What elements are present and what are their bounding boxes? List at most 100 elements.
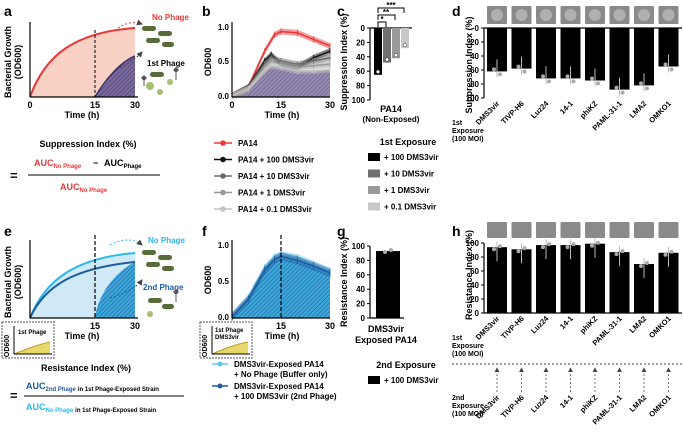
- data-point: [376, 69, 381, 74]
- data-point: [498, 72, 502, 77]
- category-label: LMA2: [628, 99, 649, 120]
- y-tick-label: 100: [352, 242, 366, 251]
- inset-ylabel: OD600: [202, 335, 209, 357]
- category-label: 14-1: [558, 99, 575, 116]
- data-point: [565, 74, 570, 79]
- exposure-word: Exposure: [452, 128, 484, 135]
- second-phage-area: [95, 262, 135, 318]
- y-tick-1: 1.0: [218, 241, 230, 250]
- plaque-spot: [662, 9, 675, 21]
- x-tick-30: 30: [325, 321, 335, 331]
- panel-a-xlabel: Time (h): [65, 110, 100, 120]
- bar: [383, 28, 391, 63]
- data-point: [492, 247, 496, 252]
- data-point: [614, 252, 619, 257]
- legend-f: DMS3vir-Exposed PA14+ No Phage (Buffer o…: [212, 360, 337, 401]
- inset-label-2: DMS3vir: [215, 335, 240, 341]
- y-tick-label: 40: [356, 285, 365, 294]
- y-tick-label: 0: [475, 309, 480, 318]
- plaque-spot: [564, 9, 577, 21]
- significance-brackets: * ** ***: [377, 1, 405, 27]
- legend-c-swatch: [368, 186, 380, 194]
- plaque-image: [658, 222, 679, 238]
- legend-c-label: + 1 DMS3vir: [384, 186, 430, 195]
- y-tick-label: 0: [361, 24, 366, 33]
- bar: [658, 28, 679, 67]
- panel-b-ylabel: OD600: [203, 48, 213, 77]
- panel-letter-h: h: [452, 223, 461, 239]
- minus-sign: −: [93, 158, 98, 168]
- label-first-phage: 1st Phage: [147, 59, 185, 68]
- data-point: [522, 69, 527, 74]
- y-tick-label: 20: [470, 38, 479, 47]
- category-label: Luz24: [529, 98, 551, 120]
- panel-a-ylabel-2: (OD600): [13, 45, 23, 80]
- data-point: [669, 67, 674, 72]
- legend-b-marker: [220, 173, 226, 179]
- legend-c-label: + 10 DMS3vir: [384, 170, 434, 179]
- panel-c-xlabel-1: PA14: [380, 104, 402, 114]
- second-exposure-label: OMKO1: [647, 393, 673, 419]
- legend-c-label: + 0.1 DMS3vir: [384, 203, 436, 212]
- legend-c-title: 1st Exposure: [380, 137, 437, 147]
- panel-b-xlabel: Time (h): [265, 110, 300, 120]
- legend-b-label: PA14 + 10 DMS3vir: [238, 172, 310, 181]
- y-tick-0.5: 0.5: [218, 277, 230, 286]
- data-point: [590, 76, 594, 81]
- data-point: [639, 264, 643, 268]
- y-tick-label: 100: [466, 94, 480, 103]
- legend-f-marker: [217, 361, 223, 367]
- plaque-image: [585, 222, 605, 238]
- x-tick-0: 0: [229, 100, 234, 110]
- legend-f-marker: [217, 383, 223, 389]
- bar: [374, 28, 382, 75]
- panel-d-ylabel: Suppression Index (%): [464, 16, 474, 113]
- phage-icon: [141, 67, 179, 86]
- bar: [609, 252, 630, 313]
- y-tick-label: 60: [356, 67, 365, 76]
- bar: [634, 28, 654, 86]
- bar: [511, 249, 532, 313]
- star-2: **: [383, 8, 390, 17]
- x-tick-30: 30: [130, 100, 140, 110]
- auc-phage: AUCPhage: [104, 158, 142, 170]
- data-point: [663, 62, 668, 67]
- panel-letter-b: b: [202, 3, 211, 19]
- panel-g-xlabel-2: Exposed PA14: [355, 335, 417, 345]
- data-point: [639, 81, 643, 86]
- plaque-spot: [540, 9, 552, 21]
- panel-d: d Suppression Index (%) 0 20 40 60 80 100 DMS…: [452, 3, 682, 143]
- x-tick-15: 15: [276, 100, 286, 110]
- data-point: [403, 43, 408, 48]
- auc-no-phage: AUCNo Phage in 1st Phage-Exposed Strain: [26, 402, 157, 414]
- no-phage-curve: [29, 27, 136, 98]
- auc-no-phage-denominator: AUCNo Phage: [60, 182, 108, 194]
- bar: [560, 28, 581, 79]
- data-point: [669, 249, 674, 254]
- ri-title: Resistance Index (%): [41, 363, 131, 373]
- panel-e-xlabel: Time (h): [65, 331, 100, 341]
- equals-sign: =: [10, 388, 18, 403]
- y-tick-1: 1.0: [218, 23, 230, 32]
- second-exposure-label: 14-1: [558, 393, 575, 410]
- panel-e-ylabel-1: Bacterial Growth: [3, 246, 13, 318]
- x-tick-30: 30: [130, 321, 140, 331]
- data-point: [590, 243, 594, 248]
- y-tick-0: 0.0: [218, 313, 230, 322]
- second-exposure-label: LMA2: [628, 393, 649, 414]
- panel-letter-c: c: [337, 3, 345, 19]
- legend-g-title: 2nd Exposure: [376, 360, 436, 370]
- bar: [392, 28, 400, 59]
- y-tick-label: 40: [356, 53, 365, 62]
- arrow-no-phage: [109, 239, 143, 246]
- category-label: LMA2: [628, 314, 649, 335]
- bar: [536, 245, 556, 313]
- data-point: [498, 244, 502, 249]
- legend-b-label: PA14: [238, 139, 258, 148]
- second-exposure-label: phiKZ: [578, 393, 600, 415]
- plaque-spot: [589, 9, 601, 21]
- panel-a-ylabel-1: Bacterial Growth: [3, 26, 13, 98]
- y-tick-label: 100: [466, 239, 480, 248]
